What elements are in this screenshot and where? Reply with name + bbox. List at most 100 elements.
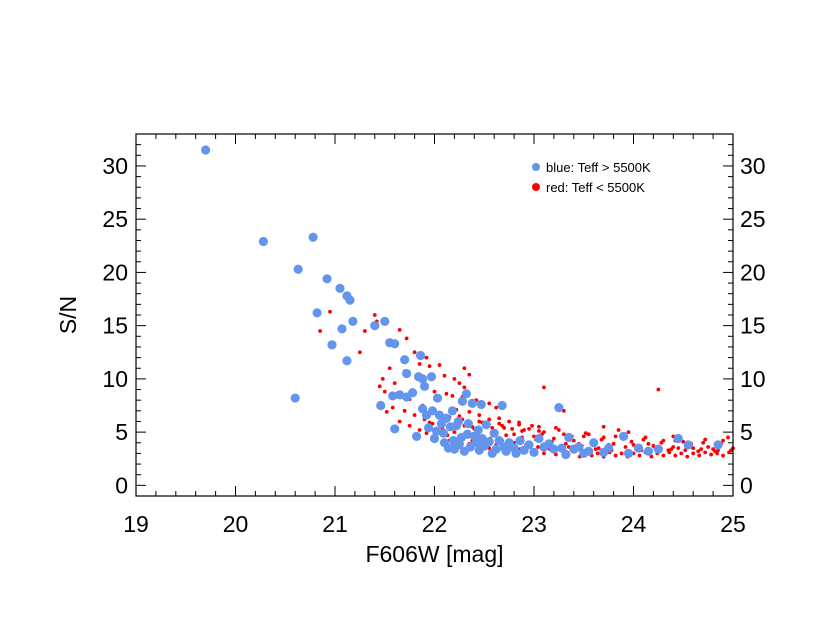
red-data-point bbox=[387, 366, 392, 371]
blue-data-point bbox=[643, 446, 654, 456]
red-data-point bbox=[520, 429, 524, 433]
red-data-point bbox=[444, 391, 449, 396]
legend-marker-red bbox=[532, 183, 540, 191]
y-tick-label: 20 bbox=[102, 259, 128, 285]
blue-data-point bbox=[376, 400, 386, 411]
red-data-point bbox=[318, 329, 322, 333]
legend-label-blue: blue: Teff > 5500K bbox=[546, 160, 651, 175]
y-tick-label-right: 25 bbox=[740, 206, 766, 232]
red-data-point bbox=[629, 439, 634, 444]
red-data-point bbox=[649, 454, 654, 459]
blue-data-point bbox=[529, 447, 539, 457]
blue-data-point bbox=[461, 389, 471, 399]
red-data-point bbox=[656, 387, 661, 392]
red-data-point bbox=[561, 432, 566, 437]
blue-data-point bbox=[426, 372, 437, 382]
blue-data-point bbox=[489, 428, 499, 438]
red-data-point bbox=[467, 409, 472, 414]
y-tick-label: 0 bbox=[115, 472, 128, 498]
red-data-point bbox=[542, 385, 546, 390]
blue-data-point bbox=[388, 391, 398, 401]
x-tick-label: 20 bbox=[223, 511, 249, 537]
red-data-point bbox=[462, 366, 467, 371]
y-tick-label: 30 bbox=[102, 153, 128, 179]
x-tick-label: 24 bbox=[621, 511, 647, 537]
red-data-point bbox=[553, 425, 558, 430]
red-data-point bbox=[487, 401, 492, 406]
red-data-point bbox=[696, 449, 701, 454]
red-data-point bbox=[619, 451, 624, 456]
red-data-point bbox=[623, 445, 628, 449]
blue-data-point bbox=[201, 145, 211, 155]
blue-data-point bbox=[417, 374, 428, 384]
red-data-point bbox=[402, 408, 407, 413]
y-tick-label-right: 15 bbox=[740, 313, 766, 339]
red-data-point bbox=[613, 453, 618, 458]
red-data-point bbox=[452, 430, 457, 435]
blue-data-point bbox=[290, 393, 300, 403]
red-data-point bbox=[382, 389, 387, 394]
blue-data-point bbox=[683, 440, 693, 450]
red-data-point bbox=[595, 451, 600, 456]
red-data-point bbox=[477, 413, 482, 417]
blue-data-point bbox=[419, 381, 430, 391]
red-data-point bbox=[417, 428, 422, 432]
blue-data-point bbox=[481, 420, 491, 430]
red-data-point bbox=[537, 429, 541, 433]
red-data-point bbox=[729, 448, 733, 453]
blue-data-point bbox=[618, 431, 629, 441]
red-data-point bbox=[556, 428, 561, 432]
blue-data-point bbox=[462, 429, 472, 439]
y-tick-label: 15 bbox=[102, 313, 128, 339]
blue-data-point bbox=[438, 428, 449, 438]
y-tick-label: 25 bbox=[102, 206, 128, 232]
red-data-point bbox=[709, 452, 714, 457]
blue-data-point bbox=[457, 396, 467, 406]
blue-data-point bbox=[633, 443, 644, 453]
red-data-point bbox=[437, 363, 442, 367]
blue-data-point bbox=[673, 433, 683, 444]
red-data-point bbox=[703, 437, 708, 442]
red-data-point bbox=[661, 453, 666, 458]
red-data-point bbox=[666, 448, 671, 453]
red-data-point bbox=[372, 313, 377, 317]
x-axis-label: F606W [mag] bbox=[365, 541, 503, 567]
red-data-point bbox=[527, 427, 531, 431]
red-data-point bbox=[681, 439, 686, 444]
blue-data-point bbox=[524, 440, 534, 450]
red-data-point bbox=[691, 451, 696, 456]
blue-data-point bbox=[258, 236, 268, 247]
blue-data-point bbox=[453, 416, 463, 427]
blue-data-point bbox=[408, 388, 418, 398]
blue-data-point bbox=[312, 308, 322, 318]
blue-data-point bbox=[432, 393, 443, 403]
red-data-point bbox=[626, 430, 631, 435]
y-tick-label-right: 10 bbox=[740, 366, 766, 392]
blue-data-point bbox=[370, 321, 380, 331]
blue-data-point bbox=[402, 368, 412, 379]
red-data-point bbox=[713, 449, 717, 454]
red-data-point bbox=[706, 445, 711, 449]
blue-data-point bbox=[534, 433, 544, 444]
blue-data-point bbox=[411, 431, 422, 441]
blue-data-point bbox=[308, 232, 318, 242]
red-data-point bbox=[497, 416, 502, 421]
red-data-point bbox=[679, 451, 684, 456]
red-data-point bbox=[457, 381, 462, 386]
blue-data-point bbox=[463, 419, 473, 429]
red-data-point bbox=[477, 419, 482, 424]
blue-data-point bbox=[484, 437, 494, 447]
red-data-point bbox=[659, 440, 664, 445]
red-data-point bbox=[412, 413, 417, 417]
red-data-point bbox=[500, 423, 505, 428]
red-data-point bbox=[701, 440, 706, 445]
red-data-point bbox=[380, 376, 385, 381]
blue-data-point bbox=[335, 283, 345, 293]
blue-data-point bbox=[400, 355, 410, 365]
blue-data-point bbox=[564, 432, 574, 443]
red-data-point bbox=[699, 447, 704, 452]
red-data-point bbox=[542, 451, 546, 456]
red-data-point bbox=[517, 420, 521, 425]
red-data-point bbox=[583, 431, 588, 436]
blue-data-point bbox=[380, 316, 390, 326]
